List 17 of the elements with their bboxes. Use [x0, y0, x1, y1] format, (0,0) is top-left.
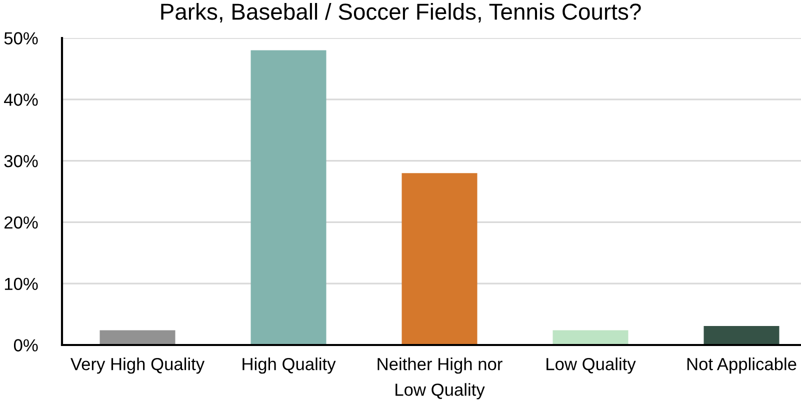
y-tick-label: 40% — [4, 94, 38, 106]
y-tick-label: 20% — [4, 216, 38, 229]
x-tick-label: High Quality — [242, 358, 336, 374]
y-tick-label: 10% — [4, 278, 38, 290]
y-tick-label: 30% — [4, 154, 38, 168]
y-tick-label: 50% — [4, 32, 38, 44]
bar — [402, 173, 478, 345]
bar — [704, 326, 780, 345]
x-tick-label: Very High Quality — [70, 358, 205, 374]
bar — [250, 50, 326, 345]
bar — [552, 330, 628, 345]
y-tick-label: 0% — [14, 339, 38, 352]
chart-title: Parks, Baseball / Soccer Fields, Tennis Courts? — [161, 3, 641, 23]
x-tick-label: Low Quality — [546, 358, 636, 374]
bar — [100, 330, 176, 345]
x-tick-label: Neither High nor Low Quality — [378, 358, 502, 400]
x-tick-label: Not Applicable — [687, 358, 796, 374]
